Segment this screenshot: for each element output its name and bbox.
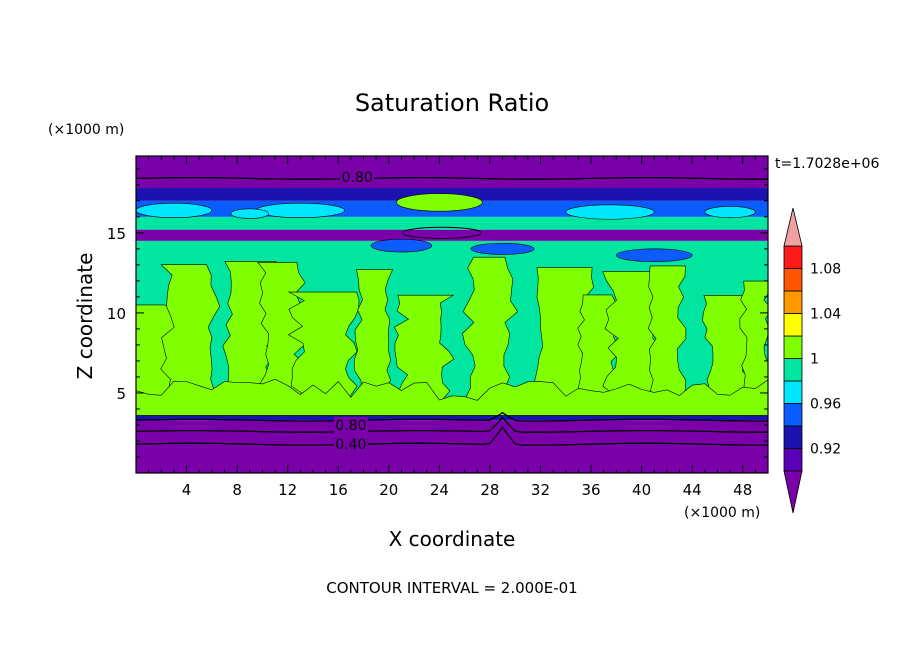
- contour-label: 0.80: [342, 170, 373, 186]
- x-unit-label: (×1000 m): [684, 505, 760, 521]
- y-axis-ticks: 5 10 15: [107, 168, 768, 458]
- y-tick-label: 5: [116, 385, 126, 403]
- colorbar-swatch: [783, 380, 803, 404]
- convective-cell: [136, 378, 768, 416]
- colorbar-swatch: [783, 403, 803, 427]
- contour-label-bg: [333, 436, 368, 453]
- x-tick-label: 36: [581, 481, 600, 499]
- closed-contour: [402, 226, 482, 239]
- layer-patch: [616, 248, 693, 262]
- convective-cell: [739, 280, 768, 413]
- convective-cell: [647, 265, 687, 412]
- contour-label: 0.80: [335, 418, 366, 434]
- colorbar-swatch: [783, 448, 803, 472]
- convective-cell: [393, 294, 455, 408]
- layer-patch: [470, 242, 535, 255]
- y-unit-label: (×1000 m): [48, 122, 124, 138]
- layer-patch: [704, 206, 756, 218]
- layer-patch: [396, 193, 483, 212]
- plot-area: [136, 156, 768, 473]
- layer-patch: [565, 204, 655, 220]
- chart-title: Saturation Ratio: [355, 89, 549, 117]
- contour-band: [136, 156, 768, 189]
- layer-patch: [136, 202, 213, 218]
- layer-patch: [370, 238, 433, 253]
- x-tick-label: 40: [632, 481, 651, 499]
- x-tick-label: 8: [232, 481, 242, 499]
- contour-label-bg: [340, 168, 375, 185]
- colorbar-swatch: [783, 313, 803, 337]
- contour-cells: [136, 193, 768, 416]
- colorbar-tick-label: 0.96: [810, 397, 841, 413]
- colorbar-swatch: [783, 358, 803, 382]
- convective-cell: [462, 256, 518, 410]
- colorbar-tick-label: 1.08: [810, 262, 841, 278]
- x-tick-label: 12: [278, 481, 297, 499]
- x-tick-label: 16: [329, 481, 348, 499]
- colorbar: 0.92 0.96 1 1.04 1.08: [783, 207, 841, 514]
- contour-interval-note: CONTOUR INTERVAL = 2.000E-01: [326, 579, 577, 597]
- convective-cell: [353, 269, 394, 411]
- layer-patch: [255, 202, 345, 218]
- x-tick-label: 44: [683, 481, 702, 499]
- contour-band: [136, 420, 768, 473]
- contour-band: [136, 216, 768, 230]
- x-tick-label: 28: [480, 481, 499, 499]
- colorbar-tick-label: 1.04: [810, 307, 841, 323]
- colorbar-under-arrow: [783, 470, 803, 514]
- contour-line: [136, 411, 768, 422]
- x-tick-label: 20: [379, 481, 398, 499]
- colorbar-over-arrow: [783, 207, 803, 247]
- y-axis-label: Z coordinate: [73, 253, 97, 380]
- y-tick-label: 10: [107, 305, 126, 323]
- contour-label: 0.40: [335, 437, 366, 453]
- layer-patch: [230, 208, 270, 219]
- colorbar-swatch: [783, 425, 803, 449]
- colorbar-swatch: [783, 335, 803, 359]
- colorbar-tick-label: 0.92: [810, 442, 841, 458]
- colorbar-swatch: [783, 268, 803, 292]
- colorbar-tick-label: 1: [810, 352, 819, 368]
- x-tick-label: 4: [182, 481, 192, 499]
- contour-label-group: 0.80 0.80 0.40: [333, 168, 375, 453]
- contour-band: [136, 415, 768, 421]
- contour-line: [136, 426, 768, 446]
- x-tick-label: 24: [430, 481, 449, 499]
- colorbar-swatch: [783, 245, 803, 269]
- contour-line: [136, 416, 768, 433]
- time-label: t=1.7028e+06: [775, 156, 879, 172]
- y-tick-label: 15: [107, 225, 126, 243]
- x-axis-ticks: 4 8 12 16 20 24 28 32 36 40 44 48: [148, 156, 756, 499]
- contour-line: [136, 176, 768, 180]
- x-axis-label: X coordinate: [389, 527, 516, 551]
- contour-lines: [136, 176, 768, 446]
- contour-label-bg: [333, 416, 368, 433]
- contour-band: [136, 229, 768, 241]
- x-tick-label: 32: [531, 481, 550, 499]
- x-tick-label: 48: [733, 481, 752, 499]
- colorbar-swatch: [783, 290, 803, 314]
- convective-cell: [287, 291, 360, 412]
- convective-cell: [160, 264, 221, 411]
